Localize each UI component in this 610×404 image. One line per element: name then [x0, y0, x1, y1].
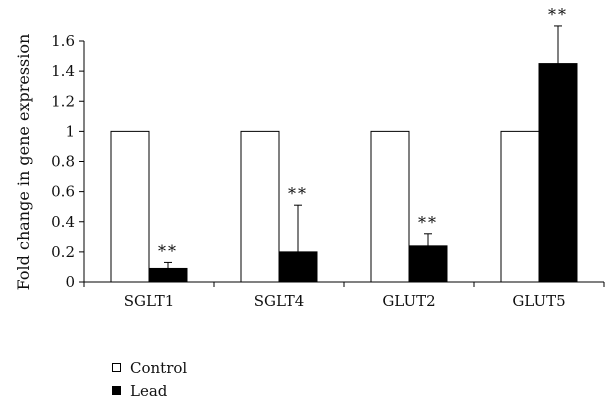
bar-control-sglt1: [110, 130, 150, 283]
legend-swatch-control: [112, 363, 121, 372]
y-tick-label: 0.8: [51, 153, 75, 171]
legend-label-control: Control: [130, 358, 188, 377]
bar-lead-sglt1: [148, 267, 188, 283]
legend-swatch-lead: [112, 386, 121, 395]
x-tick-label: SGLT4: [254, 292, 305, 310]
bar-control-glut2: [370, 130, 410, 283]
bar-chart: Fold change in gene expression 0 0.2 0.4 0.…: [14, 5, 605, 310]
bar-control-sglt4: [240, 130, 280, 283]
x-tick-label: SGLT1: [124, 292, 175, 310]
x-tick-label: GLUT5: [512, 292, 565, 310]
legend: Control Lead: [112, 356, 187, 402]
significance-marker: **: [548, 5, 568, 24]
error-bars: [164, 25, 562, 269]
y-tick-label: 0.2: [51, 243, 75, 261]
y-tick-label: 1.4: [51, 62, 75, 80]
bar-lead-glut5: [538, 63, 578, 283]
y-axis-label: Fold change in gene expression: [14, 34, 33, 291]
bar-lead-sglt4: [278, 251, 318, 283]
y-tick-label: 1.6: [51, 32, 75, 50]
y-tick-label: 1: [65, 122, 75, 140]
x-axis: SGLT1 SGLT4 GLUT2 GLUT5: [83, 281, 605, 310]
bars: [110, 63, 578, 283]
significance-marker: **: [288, 184, 308, 203]
significance-marker: **: [158, 241, 178, 260]
y-tick-label: 0.6: [51, 183, 75, 201]
annotations: ** ** ** **: [158, 5, 568, 260]
x-tick-label: GLUT2: [382, 292, 435, 310]
y-axis: 0 0.2 0.4 0.6 0.8 1 1.2 1.4 1.6: [51, 32, 85, 291]
bar-lead-glut2: [408, 245, 448, 283]
y-tick-label: 1.2: [51, 92, 75, 110]
legend-item-control: Control: [112, 356, 187, 379]
y-tick-label: 0.4: [51, 213, 75, 231]
y-tick-label: 0: [65, 273, 75, 291]
significance-marker: **: [418, 213, 438, 232]
bar-control-glut5: [500, 130, 540, 283]
legend-label-lead: Lead: [130, 381, 168, 400]
legend-item-lead: Lead: [112, 379, 187, 402]
